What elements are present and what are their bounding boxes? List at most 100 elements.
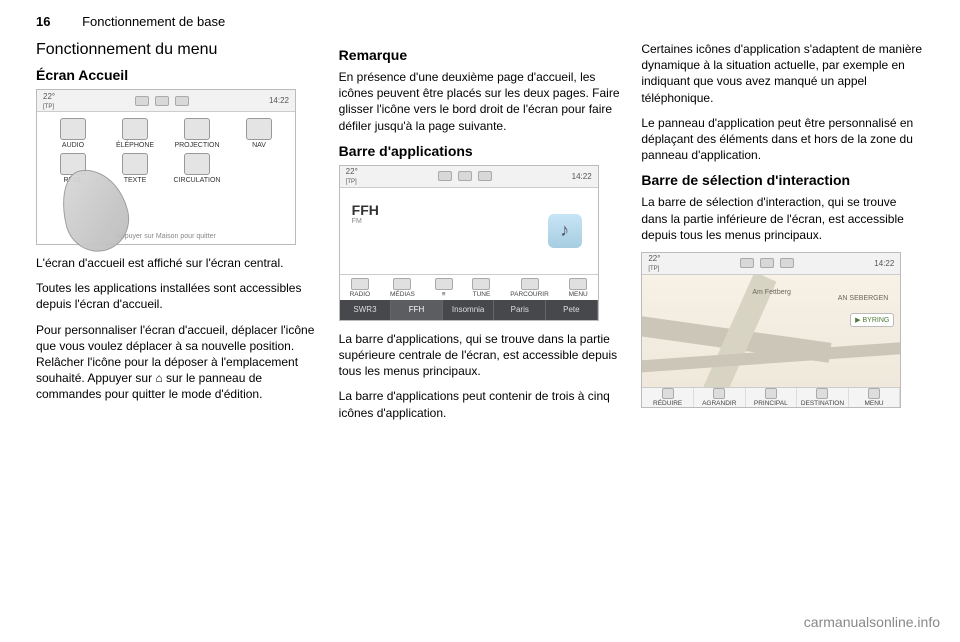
browse-icon bbox=[521, 278, 539, 290]
road-label: Am Fettberg bbox=[752, 289, 791, 296]
projection-icon bbox=[184, 118, 210, 140]
compass-icon bbox=[246, 118, 272, 140]
clock: 14:22 bbox=[572, 172, 592, 181]
content-columns: Fonctionnement du menu Écran Accueil 22°… bbox=[0, 35, 960, 430]
zoom-out-button[interactable]: RÉDUIRE bbox=[642, 388, 694, 407]
tray-icon bbox=[438, 171, 452, 181]
list-icon bbox=[435, 278, 453, 290]
message-icon bbox=[122, 153, 148, 175]
nav-toolbar: RÉDUIRE AGRANDIR PRINCIPAL DESTINATION M… bbox=[642, 387, 900, 407]
status-bar: 22° [TP] 14:22 bbox=[642, 253, 900, 275]
preset-button[interactable]: Pete bbox=[546, 300, 598, 320]
radio-toolbar: RADIO MÉDIAS ≡ TUNE PARCOURIR MENU bbox=[340, 274, 598, 298]
browse-button[interactable]: PARCOURIR bbox=[510, 278, 549, 298]
app-audio[interactable]: AUDIO bbox=[43, 118, 103, 149]
app-empty bbox=[229, 153, 289, 184]
preset-button[interactable]: SWR3 bbox=[340, 300, 392, 320]
body-text: En présence d'une deuxième page d'accuei… bbox=[339, 69, 622, 134]
media-icon bbox=[393, 278, 411, 290]
section-heading: Fonctionnement du menu bbox=[36, 41, 319, 59]
tray-icon bbox=[155, 96, 169, 106]
body-text: Certaines icônes d'application s'adapten… bbox=[641, 41, 924, 106]
direction-chip: ▶ BYRING bbox=[850, 313, 894, 327]
body-text: L'écran d'accueil est affiché sur l'écra… bbox=[36, 255, 319, 271]
subsection-heading: Écran Accueil bbox=[36, 67, 319, 83]
body-text: La barre d'applications peut contenir de… bbox=[339, 388, 622, 420]
zoom-in-button[interactable]: AGRANDIR bbox=[694, 388, 746, 407]
tray-icon bbox=[760, 258, 774, 268]
body-text: La barre de sélection d'interaction, qui… bbox=[641, 194, 924, 243]
temperature: 22° bbox=[43, 92, 55, 101]
app-nav[interactable]: NAV bbox=[229, 118, 289, 149]
status-left: 22° [TP] bbox=[43, 92, 55, 110]
body-text: Toutes les applications installées sont … bbox=[36, 280, 319, 312]
temperature: 22° bbox=[346, 167, 358, 176]
status-bar: 22° [TP] 14:22 bbox=[37, 90, 295, 112]
tune-icon bbox=[472, 278, 490, 290]
body-text: La barre d'applications, qui se trouve d… bbox=[339, 331, 622, 380]
destination-button[interactable]: DESTINATION bbox=[797, 388, 849, 407]
remark-heading: Remarque bbox=[339, 47, 622, 63]
app-tray-icons bbox=[740, 258, 794, 268]
app-traffic[interactable]: CIRCULATION bbox=[167, 153, 227, 184]
home-screenshot: 22° [TP] 14:22 AUDIO ÉLÉPHONE PROJECTION… bbox=[36, 89, 296, 245]
media-button[interactable]: MÉDIAS bbox=[390, 278, 415, 298]
column-right: Certaines icônes d'application s'adapten… bbox=[641, 41, 924, 430]
phone-icon bbox=[122, 118, 148, 140]
subsection-heading: Barre de sélection d'interaction bbox=[641, 172, 924, 188]
tray-icon bbox=[740, 258, 754, 268]
radio-icon bbox=[351, 278, 369, 290]
road-label: AN SEBERGEN bbox=[838, 295, 889, 302]
page-header: 16 Fonctionnement de base bbox=[0, 0, 960, 35]
preset-button[interactable]: FFH bbox=[391, 300, 443, 320]
app-telephone[interactable]: ÉLÉPHONE bbox=[105, 118, 165, 149]
menu-icon bbox=[868, 388, 880, 399]
menu-button[interactable]: MENU bbox=[849, 388, 901, 407]
body-text: Pour personnaliser l'écran d'accueil, dé… bbox=[36, 322, 319, 403]
radio-screenshot: 22° [TP] 14:22 FFH FM ♪ RADIO MÉDIAS ≡ bbox=[339, 165, 599, 321]
tray-icon bbox=[135, 96, 149, 106]
minus-icon bbox=[662, 388, 674, 399]
column-left: Fonctionnement du menu Écran Accueil 22°… bbox=[36, 41, 319, 430]
map-canvas[interactable]: Am Fettberg AN SEBERGEN ▶ BYRING bbox=[642, 275, 900, 387]
app-projection[interactable]: PROJECTION bbox=[167, 118, 227, 149]
page-number: 16 bbox=[36, 14, 50, 29]
tp-indicator: [TP] bbox=[346, 179, 357, 185]
album-art-icon: ♪ bbox=[548, 214, 582, 248]
clock: 14:22 bbox=[269, 96, 289, 105]
body-text: Le panneau d'application peut être perso… bbox=[641, 115, 924, 164]
status-left: 22° [TP] bbox=[346, 167, 358, 185]
tune-button[interactable]: TUNE bbox=[472, 278, 490, 298]
tray-icon bbox=[780, 258, 794, 268]
status-left: 22° [TP] bbox=[648, 254, 660, 272]
main-button[interactable]: PRINCIPAL bbox=[746, 388, 798, 407]
tray-icon bbox=[478, 171, 492, 181]
tray-icon bbox=[458, 171, 472, 181]
column-middle: Remarque En présence d'une deuxième page… bbox=[339, 41, 622, 430]
tp-indicator: [TP] bbox=[43, 104, 54, 110]
app-tray-icons bbox=[135, 96, 189, 106]
plus-icon bbox=[713, 388, 725, 399]
subsection-heading: Barre d'applications bbox=[339, 143, 622, 159]
watermark: carmanualsonline.info bbox=[804, 614, 940, 630]
clock: 14:22 bbox=[874, 259, 894, 268]
nav-screenshot: 22° [TP] 14:22 Am Fettberg AN SEBERGEN ▶… bbox=[641, 252, 901, 408]
traffic-icon bbox=[184, 153, 210, 175]
menu-button[interactable]: MENU bbox=[569, 278, 588, 298]
menu-icon bbox=[569, 278, 587, 290]
flag-icon bbox=[816, 388, 828, 399]
list-button[interactable]: ≡ bbox=[435, 278, 453, 298]
home-icon bbox=[765, 388, 777, 399]
tp-indicator: [TP] bbox=[648, 266, 659, 272]
preset-row: SWR3 FFH Insomnia Paris Pete bbox=[340, 300, 598, 320]
status-bar: 22° [TP] 14:22 bbox=[340, 166, 598, 188]
music-note-icon bbox=[60, 118, 86, 140]
chapter-title: Fonctionnement de base bbox=[82, 14, 225, 29]
app-text[interactable]: TEXTE bbox=[105, 153, 165, 184]
radio-button[interactable]: RADIO bbox=[350, 278, 371, 298]
tray-icon bbox=[175, 96, 189, 106]
preset-button[interactable]: Paris bbox=[494, 300, 546, 320]
app-tray-icons bbox=[438, 171, 492, 181]
preset-button[interactable]: Insomnia bbox=[443, 300, 495, 320]
radio-body: FFH FM ♪ bbox=[340, 188, 598, 231]
